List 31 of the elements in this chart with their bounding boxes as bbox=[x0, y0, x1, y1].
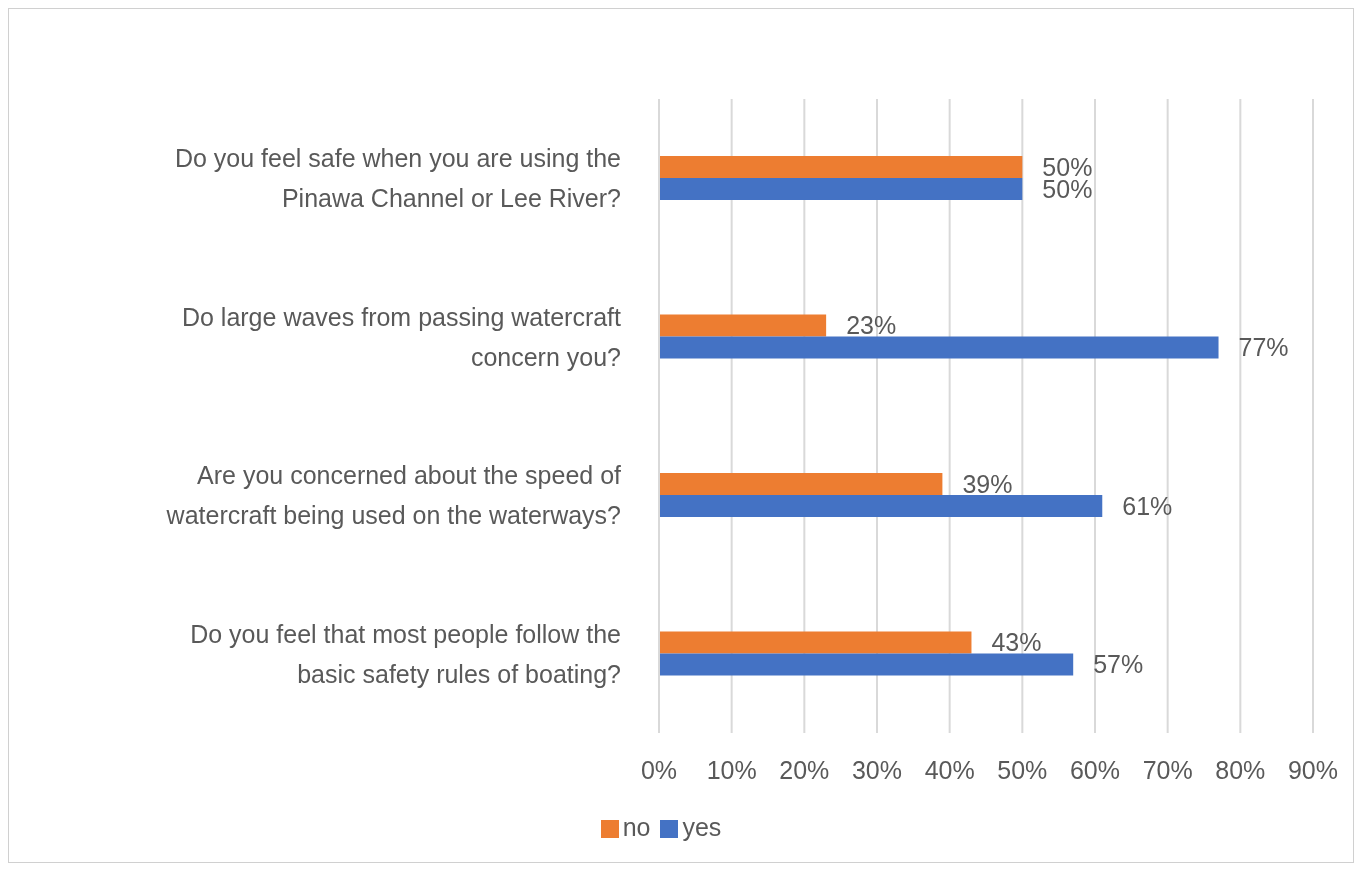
y-tick-label: Do large waves from passing watercraft concern you? bbox=[181, 302, 622, 371]
bar bbox=[659, 156, 1023, 179]
data-label: 43% bbox=[991, 628, 1042, 657]
data-label: 50% bbox=[1042, 152, 1093, 181]
bar bbox=[659, 336, 1219, 359]
x-tick-label: 70% bbox=[1142, 755, 1193, 784]
data-label: 57% bbox=[1093, 650, 1144, 679]
legend-label: no bbox=[622, 813, 651, 841]
x-tick-label: 60% bbox=[1069, 755, 1121, 784]
data-label: 39% bbox=[962, 469, 1013, 498]
x-tick-label: 30% bbox=[851, 755, 903, 784]
x-tick-label: 10% bbox=[706, 755, 757, 784]
y-tick-label: Do you feel safe when you are using the Pinawa Channel or Lee River? bbox=[174, 144, 621, 213]
x-tick-label: 50% bbox=[997, 755, 1048, 784]
bar bbox=[659, 653, 1074, 676]
bar bbox=[659, 631, 972, 654]
data-label: 61% bbox=[1122, 491, 1173, 520]
legend-label: yes bbox=[682, 813, 722, 841]
bar bbox=[659, 178, 1023, 201]
x-tick-label: 90% bbox=[1287, 755, 1339, 784]
x-tick-label: 40% bbox=[924, 755, 975, 784]
y-tick-label: Do you feel that most people follow the basic safety rules of boating? bbox=[190, 619, 621, 688]
data-label: 23% bbox=[846, 311, 897, 340]
bar bbox=[659, 473, 943, 496]
bar bbox=[659, 495, 1103, 518]
x-tick-label: 0% bbox=[640, 755, 678, 784]
data-label: 77% bbox=[1238, 333, 1289, 362]
x-tick-label: 80% bbox=[1215, 755, 1266, 784]
bar bbox=[659, 314, 827, 337]
y-tick-label: Are you concerned about the speed of watercraft being used on the waterways? bbox=[165, 461, 622, 530]
x-tick-label: 20% bbox=[779, 755, 830, 784]
